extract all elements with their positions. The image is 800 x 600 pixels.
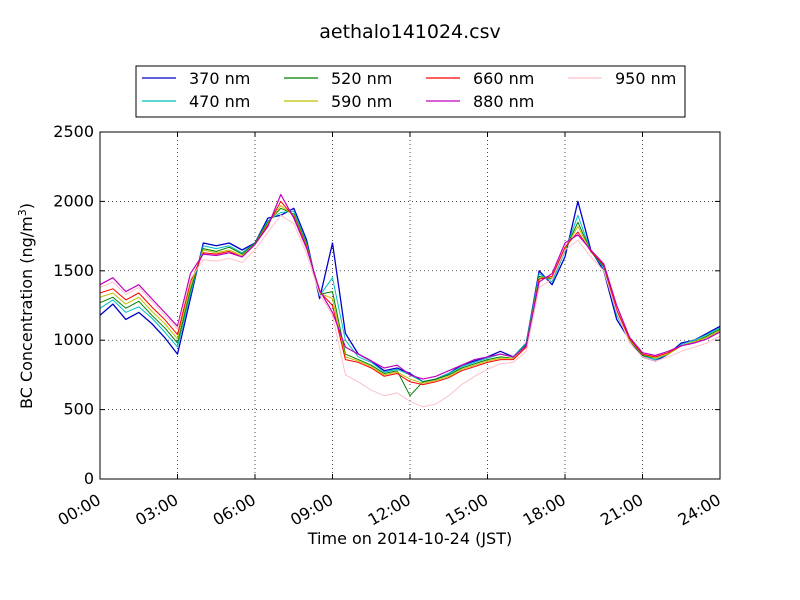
- y-tick-label-4: 2000: [53, 191, 94, 210]
- legend-label-370-nm: 370 nm: [189, 69, 250, 88]
- legend: 370 nm 470 nm 520 nm 590 nm 660 nm 880 nm 950 …: [135, 65, 686, 118]
- legend-box: [135, 65, 686, 118]
- y-tick-label-0: 0: [84, 469, 94, 488]
- chart-title: aethalo141024.csv: [319, 21, 501, 43]
- x-tick-label-0: 00:00: [55, 490, 104, 530]
- legend-label-470-nm: 470 nm: [189, 92, 250, 111]
- x-tick-label-5: 15:00: [442, 490, 491, 530]
- y-axis-label-main: BC Concentration (ng/m: [17, 216, 36, 409]
- y-axis-ticks: 0 500 1000 1500 2000 2500: [53, 122, 720, 488]
- legend-label-950-nm: 950 nm: [615, 69, 676, 88]
- x-tick-label-2: 06:00: [210, 490, 259, 530]
- series-line-370-nm: [99, 200, 721, 383]
- legend-label-880-nm: 880 nm: [473, 92, 534, 111]
- legend-label-590-nm: 590 nm: [331, 92, 392, 111]
- series-line-660-nm: [99, 200, 721, 386]
- x-tick-label-7: 21:00: [597, 490, 646, 530]
- y-tick-label-5: 2500: [53, 122, 94, 141]
- y-axis-label-sup: 3: [16, 209, 29, 216]
- x-tick-label-6: 18:00: [520, 490, 569, 530]
- x-axis-label: Time on 2014-10-24 (JST): [307, 529, 512, 548]
- y-axis-label: BC Concentration (ng/m3): [16, 203, 36, 409]
- y-tick-label-1: 500: [63, 400, 94, 419]
- y-tick-label-2: 1000: [53, 330, 94, 349]
- y-tick-label-3: 1500: [53, 261, 94, 280]
- legend-label-660-nm: 660 nm: [473, 69, 534, 88]
- x-tick-label-3: 09:00: [287, 490, 336, 530]
- legend-label-520-nm: 520 nm: [331, 69, 392, 88]
- series-line-880-nm: [99, 193, 721, 380]
- grid-lines: [100, 132, 720, 479]
- x-tick-label-8: 24:00: [675, 490, 724, 530]
- x-tick-label-1: 03:00: [132, 490, 181, 530]
- series-line-950-nm: [99, 214, 721, 408]
- y-axis-label-close: ): [17, 203, 36, 209]
- plot-lines: [99, 193, 721, 408]
- x-tick-label-4: 12:00: [365, 490, 414, 530]
